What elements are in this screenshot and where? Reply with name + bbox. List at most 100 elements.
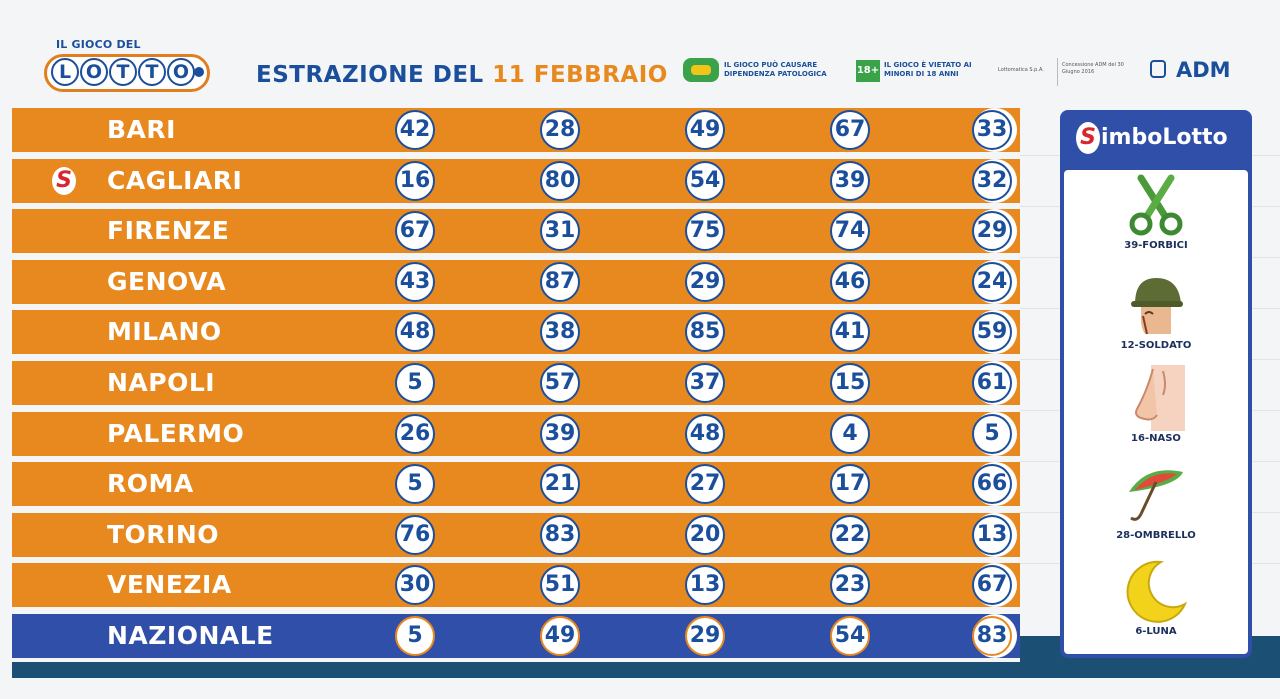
number-ball: 16 bbox=[395, 160, 435, 201]
city-name: GENOVA bbox=[107, 266, 227, 296]
city-name: NAPOLI bbox=[107, 368, 216, 397]
number-ball: 28 bbox=[540, 110, 580, 150]
logo-letter: T bbox=[109, 58, 137, 86]
number-ball: 27 bbox=[685, 464, 725, 505]
minors-warning: IL GIOCO È VIETATO AI MINORI DI 18 ANNI bbox=[884, 61, 972, 78]
number-ball: 48 bbox=[685, 413, 725, 454]
city-name: TORINO bbox=[107, 519, 220, 549]
emblem-icon bbox=[1150, 60, 1166, 78]
table-row: BARI 42 28 49 67 33 bbox=[12, 108, 1020, 152]
scissors-icon bbox=[1129, 174, 1183, 236]
number-ball: 67 bbox=[395, 211, 435, 252]
age-badge: 18+ bbox=[856, 60, 880, 82]
number-ball: 57 bbox=[540, 363, 580, 403]
number-ball: 17 bbox=[830, 464, 870, 505]
table-row: NAZIONALE 5 49 29 54 83 bbox=[12, 614, 1020, 658]
logo-letter: L bbox=[51, 58, 79, 86]
number-ball: 76 bbox=[395, 514, 435, 555]
number-ball: 54 bbox=[685, 160, 725, 201]
number-ball: 66 bbox=[972, 464, 1012, 505]
number-ball: 39 bbox=[830, 160, 870, 201]
number-ball: 46 bbox=[830, 261, 870, 302]
number-ball: 61 bbox=[972, 363, 1012, 403]
table-row: FIRENZE 67 31 75 74 29 bbox=[12, 209, 1020, 254]
number-ball: 29 bbox=[685, 616, 725, 656]
table-row: VENEZIA 30 51 13 23 67 bbox=[12, 563, 1020, 608]
city-name: MILANO bbox=[107, 317, 222, 347]
number-ball: 38 bbox=[540, 312, 580, 353]
concession-note: Concessione ADM del 30 Giugno 2016 bbox=[1062, 62, 1124, 75]
number-ball: 4 bbox=[830, 413, 870, 454]
number-ball: 29 bbox=[685, 261, 725, 302]
city-name: NAZIONALE bbox=[107, 621, 274, 650]
city-name: CAGLIARI bbox=[107, 165, 243, 195]
number-ball: 23 bbox=[830, 565, 870, 606]
number-ball: 80 bbox=[540, 160, 580, 201]
symbol-item: 16-NASO bbox=[1060, 365, 1252, 444]
number-ball: 24 bbox=[972, 261, 1012, 302]
table-row: GENOVA 43 87 29 46 24 bbox=[12, 259, 1020, 304]
number-ball: 67 bbox=[972, 565, 1012, 606]
table-row: ROMA 5 21 27 17 66 bbox=[12, 462, 1020, 507]
gioco-responsabile-icon bbox=[683, 58, 719, 82]
adm-logo: ADM bbox=[1176, 58, 1231, 82]
number-ball: 33 bbox=[972, 110, 1012, 150]
symbol-label: 28-OMBRELLO bbox=[1116, 530, 1196, 541]
number-ball: 13 bbox=[972, 514, 1012, 555]
logo-caption: IL GIOCO DEL bbox=[56, 38, 141, 51]
number-ball: 29 bbox=[972, 211, 1012, 252]
table-row: S CAGLIARI 16 80 54 39 32 bbox=[12, 158, 1020, 203]
number-ball: 20 bbox=[685, 514, 725, 555]
city-name: PALERMO bbox=[107, 418, 245, 448]
number-ball: 75 bbox=[685, 211, 725, 252]
number-ball: 5 bbox=[395, 363, 435, 403]
nose-icon bbox=[1135, 365, 1185, 431]
title-prefix: ESTRAZIONE DEL bbox=[256, 62, 484, 88]
city-name: VENEZIA bbox=[107, 570, 232, 600]
logo-letter: O bbox=[80, 58, 108, 86]
symbol-item: 6-LUNA bbox=[1060, 558, 1252, 637]
simbolotto-marker-icon: S bbox=[52, 166, 76, 195]
symbol-label: 12-SOLDATO bbox=[1120, 340, 1192, 351]
number-ball: 48 bbox=[395, 312, 435, 353]
addiction-warning: IL GIOCO PUÒ CAUSARE DIPENDENZA PATOLOGI… bbox=[724, 61, 827, 78]
symbol-item: 28-OMBRELLO bbox=[1060, 462, 1252, 541]
symbol-label: 6-LUNA bbox=[1135, 626, 1177, 637]
number-ball: 49 bbox=[540, 616, 580, 656]
soldier-icon bbox=[1131, 278, 1183, 335]
number-ball: 74 bbox=[830, 211, 870, 252]
number-ball: 59 bbox=[972, 312, 1012, 353]
number-ball: 5 bbox=[972, 413, 1012, 454]
city-name: FIRENZE bbox=[107, 216, 230, 246]
number-ball: 43 bbox=[395, 261, 435, 302]
number-ball: 21 bbox=[540, 464, 580, 505]
number-ball: 87 bbox=[540, 261, 580, 302]
number-ball: 22 bbox=[830, 514, 870, 555]
number-ball: 39 bbox=[540, 413, 580, 454]
number-ball: 5 bbox=[395, 616, 435, 656]
number-ball: 83 bbox=[540, 514, 580, 555]
operator-name: Lottomatica S.p.A. bbox=[998, 67, 1044, 73]
lotto-logo: IL GIOCO DEL L O T T O bbox=[44, 38, 214, 98]
logo-letter: T bbox=[138, 58, 166, 86]
number-ball: 83 bbox=[972, 616, 1012, 656]
page-title: ESTRAZIONE DEL 11 FEBBRAIO bbox=[256, 62, 668, 88]
table-row: TORINO 76 83 20 22 13 bbox=[12, 512, 1020, 557]
symbol-item: 39-FORBICI bbox=[1060, 172, 1252, 251]
moon-icon bbox=[1126, 560, 1188, 623]
number-ball: 32 bbox=[972, 160, 1012, 201]
number-ball: 51 bbox=[540, 565, 580, 606]
simbolotto-s: S bbox=[1076, 122, 1100, 154]
symbol-label: 16-NASO bbox=[1131, 433, 1181, 444]
city-name: ROMA bbox=[107, 469, 194, 499]
number-ball: 5 bbox=[395, 464, 435, 505]
symbol-label: 39-FORBICI bbox=[1124, 240, 1188, 251]
number-ball: 13 bbox=[685, 565, 725, 606]
number-ball: 41 bbox=[830, 312, 870, 353]
number-ball: 30 bbox=[395, 565, 435, 606]
city-name: BARI bbox=[107, 115, 176, 144]
number-ball: 42 bbox=[395, 110, 435, 150]
number-ball: 85 bbox=[685, 312, 725, 353]
